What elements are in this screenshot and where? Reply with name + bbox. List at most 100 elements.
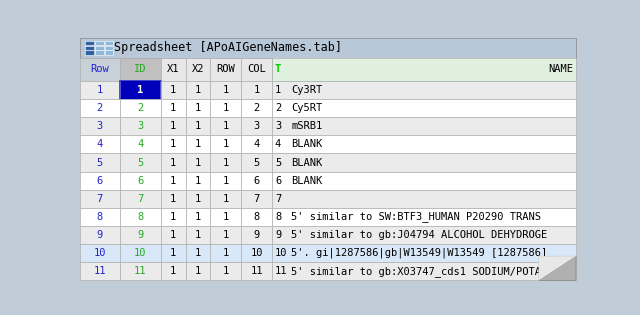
Text: 1: 1 [223, 158, 229, 168]
Bar [120, 208, 161, 226]
Bar [186, 172, 211, 190]
Text: 1: 1 [223, 212, 229, 222]
Bar [211, 172, 241, 190]
Text: 1: 1 [195, 176, 201, 186]
Text: 5: 5 [137, 158, 143, 168]
Bar [186, 81, 211, 99]
Text: 3: 3 [137, 121, 143, 131]
Text: 5: 5 [275, 158, 281, 168]
Text: 7: 7 [275, 194, 281, 204]
Bar [241, 262, 273, 280]
Bar [186, 117, 211, 135]
Bar [120, 190, 161, 208]
Polygon shape [539, 256, 576, 280]
Text: 1: 1 [170, 140, 177, 149]
Bar [95, 50, 104, 55]
Bar [120, 244, 161, 262]
Bar [273, 117, 576, 135]
Bar [211, 99, 241, 117]
Text: 10: 10 [134, 248, 147, 258]
Bar [186, 58, 211, 81]
Text: T: T [275, 65, 281, 74]
Bar [241, 117, 273, 135]
Text: 5' similar to SW:BTF3_HUMAN P20290 TRANS: 5' similar to SW:BTF3_HUMAN P20290 TRANS [291, 211, 541, 222]
Bar [241, 226, 273, 244]
Text: Spreadsheet [APoAIGeneNames.tab]: Spreadsheet [APoAIGeneNames.tab] [114, 41, 342, 54]
Bar [80, 262, 120, 280]
Text: 6: 6 [253, 176, 260, 186]
Text: 11: 11 [93, 266, 106, 276]
Bar [80, 153, 120, 172]
Bar [241, 244, 273, 262]
Bar [95, 46, 104, 50]
Bar [186, 99, 211, 117]
Bar [273, 81, 576, 99]
Text: 5'. gi|1287586|gb|W13549|W13549 [1287586]: 5'. gi|1287586|gb|W13549|W13549 [1287586… [291, 248, 548, 258]
Text: 1: 1 [223, 230, 229, 240]
Text: 3: 3 [97, 121, 103, 131]
Text: 4: 4 [275, 140, 281, 149]
Bar [241, 172, 273, 190]
Bar [211, 58, 241, 81]
Bar [211, 81, 241, 99]
Text: 5: 5 [253, 158, 260, 168]
Text: 1: 1 [195, 140, 201, 149]
Bar [80, 38, 576, 58]
Bar [273, 153, 576, 172]
Text: 1: 1 [195, 248, 201, 258]
Bar [161, 153, 186, 172]
Bar [80, 244, 120, 262]
Bar [273, 135, 576, 153]
Text: X2: X2 [192, 65, 204, 74]
Bar [80, 58, 120, 81]
Bar [211, 226, 241, 244]
Bar [80, 208, 120, 226]
Text: 1: 1 [195, 212, 201, 222]
Text: 1: 1 [223, 103, 229, 113]
Polygon shape [539, 256, 576, 280]
Text: 1: 1 [170, 230, 177, 240]
Text: 1: 1 [195, 158, 201, 168]
Text: 1: 1 [253, 85, 260, 95]
Bar [105, 41, 113, 45]
Bar [80, 172, 120, 190]
Text: 1: 1 [137, 85, 143, 95]
Text: 8: 8 [97, 212, 103, 222]
Bar [186, 153, 211, 172]
Text: 1: 1 [170, 248, 177, 258]
Text: COL: COL [248, 65, 266, 74]
Text: 4: 4 [137, 140, 143, 149]
Text: 10: 10 [93, 248, 106, 258]
Text: Cy5RT: Cy5RT [291, 103, 323, 113]
Text: 1: 1 [170, 85, 177, 95]
Text: 7: 7 [97, 194, 103, 204]
Bar [273, 208, 576, 226]
Bar [120, 172, 161, 190]
Bar [211, 153, 241, 172]
Bar [241, 135, 273, 153]
Text: 1: 1 [170, 158, 177, 168]
Bar [161, 135, 186, 153]
Bar [80, 117, 120, 135]
Text: 11: 11 [134, 266, 147, 276]
Text: 1: 1 [223, 248, 229, 258]
Bar [273, 99, 576, 117]
Text: 1: 1 [170, 212, 177, 222]
Text: 4: 4 [97, 140, 103, 149]
Bar [120, 81, 161, 99]
Bar [161, 190, 186, 208]
Text: 9: 9 [137, 230, 143, 240]
Bar [161, 262, 186, 280]
Bar [273, 190, 576, 208]
Bar [241, 58, 273, 81]
Bar [241, 99, 273, 117]
Bar [121, 82, 160, 99]
Text: 6: 6 [137, 176, 143, 186]
Bar [211, 190, 241, 208]
Text: BLANK: BLANK [291, 176, 323, 186]
Bar [80, 226, 120, 244]
Bar [86, 50, 94, 55]
Text: 11: 11 [275, 266, 287, 276]
Text: 5' similar to gb:J04794 ALCOHOL DEHYDROGE: 5' similar to gb:J04794 ALCOHOL DEHYDROG… [291, 230, 548, 240]
Text: 1: 1 [170, 121, 177, 131]
